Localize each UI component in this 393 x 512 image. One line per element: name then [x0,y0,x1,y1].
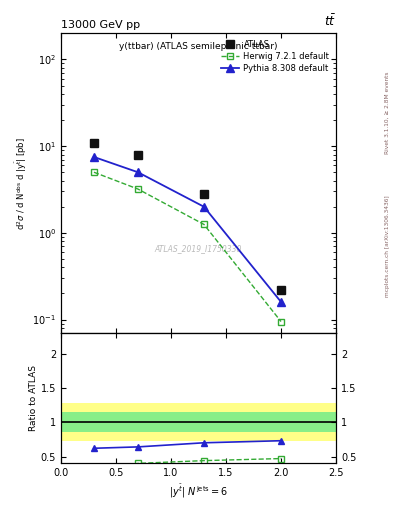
Herwig 7.2.1 default [92,169,96,175]
Y-axis label: Ratio to ATLAS: Ratio to ATLAS [29,365,38,431]
Herwig 7.2.1 default [202,221,206,227]
Herwig 7.2.1 default [279,318,283,325]
Pythia 8.308 default [202,204,206,210]
Herwig 7.2.1 default [136,186,140,192]
Text: y(ttbar) (ATLAS semileptonic ttbar): y(ttbar) (ATLAS semileptonic ttbar) [119,42,278,51]
ATLAS [136,152,140,158]
Text: $t\bar{t}$: $t\bar{t}$ [324,13,336,29]
Pythia 8.308 default [136,169,140,175]
Text: 13000 GeV pp: 13000 GeV pp [61,20,140,30]
ATLAS [279,287,283,293]
Text: mcplots.cern.ch [arXiv:1306.3436]: mcplots.cern.ch [arXiv:1306.3436] [385,195,389,296]
Pythia 8.308 default [279,299,283,305]
ATLAS [202,191,206,197]
ATLAS [92,139,96,145]
Text: Rivet 3.1.10, ≥ 2.8M events: Rivet 3.1.10, ≥ 2.8M events [385,71,389,154]
Legend: ATLAS, Herwig 7.2.1 default, Pythia 8.308 default: ATLAS, Herwig 7.2.1 default, Pythia 8.30… [219,37,332,75]
Line: ATLAS: ATLAS [90,139,285,294]
Text: ATLAS_2019_I1750330: ATLAS_2019_I1750330 [155,245,242,253]
Line: Herwig 7.2.1 default: Herwig 7.2.1 default [91,169,284,325]
Pythia 8.308 default [92,154,96,160]
Line: Pythia 8.308 default: Pythia 8.308 default [90,153,285,306]
Y-axis label: d$^2\sigma$ / d N$^{\rm obs}$ d |y$^{\bar{\rm t}}$| [pb]: d$^2\sigma$ / d N$^{\rm obs}$ d |y$^{\ba… [14,137,29,229]
X-axis label: $|y^{\bar{t}}|\ N^{\rm jets} = 6$: $|y^{\bar{t}}|\ N^{\rm jets} = 6$ [169,482,228,500]
